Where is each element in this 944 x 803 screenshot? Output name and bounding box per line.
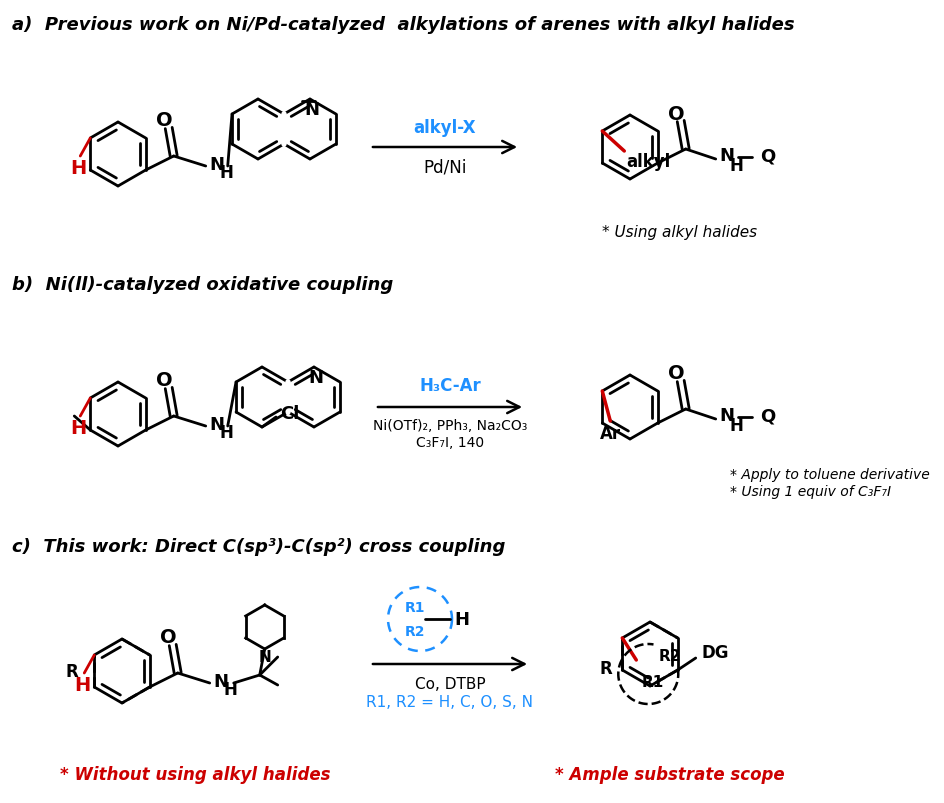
- Text: H: H: [454, 610, 469, 628]
- Text: R1: R1: [641, 675, 663, 690]
- Text: N: N: [719, 147, 733, 165]
- Text: N: N: [210, 415, 225, 434]
- Text: * Without using alkyl halides: * Without using alkyl halides: [59, 765, 329, 783]
- Text: b)  Ni(ll)-catalyzed oxidative coupling: b) Ni(ll)-catalyzed oxidative coupling: [12, 275, 393, 294]
- Text: N: N: [308, 369, 323, 386]
- Text: a)  Previous work on Ni/Pd-catalyzed  alkylations of arenes with alkyl halides: a) Previous work on Ni/Pd-catalyzed alky…: [12, 16, 794, 34]
- Text: N: N: [304, 101, 319, 119]
- Text: H: H: [70, 419, 86, 438]
- Text: O: O: [157, 371, 173, 390]
- Text: R1: R1: [404, 601, 425, 614]
- Text: c)  This work: Direct C(sp³)-C(sp²) cross coupling: c) This work: Direct C(sp³)-C(sp²) cross…: [12, 537, 505, 556]
- Text: R: R: [598, 659, 612, 677]
- Text: R2: R2: [658, 649, 680, 663]
- Text: * Using 1 equiv of C₃F₇I: * Using 1 equiv of C₃F₇I: [729, 484, 890, 499]
- Text: N: N: [719, 406, 733, 425]
- Text: Cl: Cl: [279, 405, 299, 422]
- Text: O: O: [160, 628, 177, 646]
- Text: R: R: [65, 662, 78, 680]
- Text: * Apply to toluene derivative: * Apply to toluene derivative: [729, 467, 929, 482]
- Text: H: H: [224, 680, 237, 698]
- Text: R2: R2: [404, 624, 425, 638]
- Text: H: H: [74, 675, 91, 695]
- Text: C₃F₇I, 140: C₃F₇I, 140: [415, 435, 483, 450]
- Text: Ar: Ar: [599, 425, 620, 442]
- Text: H: H: [729, 417, 743, 434]
- Text: * Ample substrate scope: * Ample substrate scope: [555, 765, 784, 783]
- Text: N: N: [258, 650, 271, 665]
- Text: Q: Q: [759, 407, 774, 426]
- Text: N: N: [213, 672, 228, 690]
- Text: H: H: [220, 164, 233, 181]
- Text: alkyl: alkyl: [626, 153, 670, 171]
- Text: Ni(OTf)₂, PPh₃, Na₂CO₃: Ni(OTf)₂, PPh₃, Na₂CO₃: [373, 418, 527, 433]
- Text: N: N: [210, 156, 225, 173]
- Text: * Using alkyl halides: * Using alkyl halides: [602, 224, 757, 239]
- Text: Pd/Ni: Pd/Ni: [423, 159, 466, 177]
- Text: DG: DG: [701, 643, 729, 661]
- Text: H: H: [729, 157, 743, 175]
- Text: O: O: [667, 104, 684, 124]
- Text: H: H: [70, 159, 86, 178]
- Text: R1, R2 = H, C, O, S, N: R1, R2 = H, C, O, S, N: [366, 695, 533, 710]
- Text: Q: Q: [759, 148, 774, 165]
- Text: O: O: [157, 112, 173, 130]
- Text: O: O: [667, 364, 684, 383]
- Text: Co, DTBP: Co, DTBP: [414, 677, 485, 691]
- Text: H: H: [220, 423, 233, 442]
- Text: alkyl-X: alkyl-X: [413, 119, 476, 137]
- Text: H₃C-Ar: H₃C-Ar: [419, 377, 480, 394]
